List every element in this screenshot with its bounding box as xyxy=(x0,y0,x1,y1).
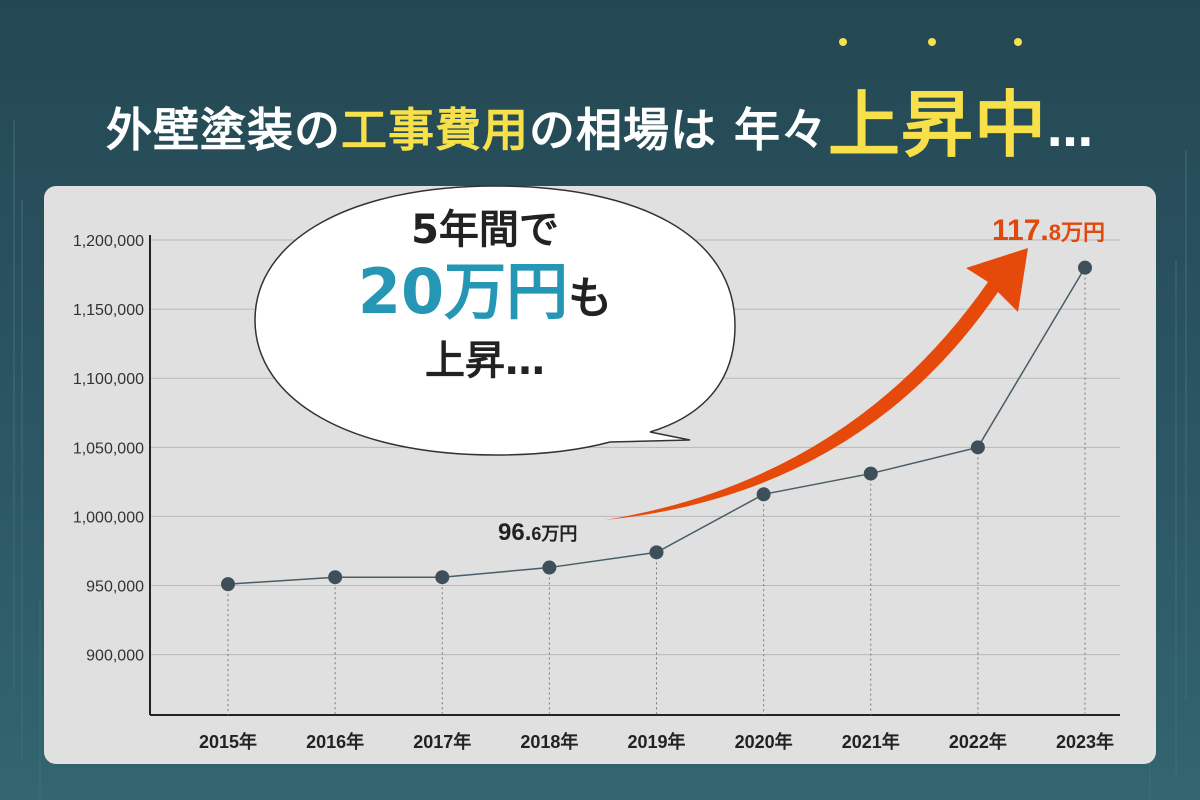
data-point xyxy=(649,545,664,560)
y-tick-label: 900,000 xyxy=(86,648,144,665)
bubble-line2: 20万円も xyxy=(290,254,680,337)
title-highlight: 工事費用 xyxy=(340,103,529,157)
data-point xyxy=(435,570,450,585)
annotation-start-small: 6万円 xyxy=(531,524,577,544)
data-point xyxy=(1078,260,1092,275)
data-point xyxy=(542,560,557,575)
x-tick-label: 2018年 xyxy=(520,731,578,752)
x-tick-label: 2015年 xyxy=(199,731,257,752)
x-tick-label: 2021年 xyxy=(842,731,900,752)
bubble-line1: 5年間で xyxy=(411,207,559,253)
annotation-end-big: 117. xyxy=(992,214,1049,247)
y-tick-label: 1,150,000 xyxy=(73,302,144,319)
y-tick-label: 950,000 xyxy=(86,579,144,596)
data-point xyxy=(221,577,235,592)
y-tick-label: 1,200,000 xyxy=(73,233,144,250)
page-title: 外壁塗装の工事費用の相場は 年々上昇中… xyxy=(0,66,1200,171)
data-point xyxy=(863,466,878,481)
title-part1: 外壁塗装の xyxy=(105,103,341,157)
annotation-end-small: 8万円 xyxy=(1049,220,1105,245)
bubble-suffix: も xyxy=(568,273,613,324)
title-big: 上昇中 xyxy=(828,83,1048,167)
emphasis-dot xyxy=(839,38,847,46)
annotation-start: 96.6万円 xyxy=(498,519,577,546)
x-tick-label: 2019年 xyxy=(627,731,685,752)
data-point xyxy=(756,487,771,502)
y-tick-label: 1,050,000 xyxy=(73,440,144,457)
growth-arrow xyxy=(605,248,1028,520)
bubble-line3: 上昇… xyxy=(425,338,545,384)
x-tick-label: 2023年 xyxy=(1056,731,1114,752)
emphasis-dot xyxy=(928,38,936,46)
emphasis-dot xyxy=(1014,38,1022,46)
y-tick-label: 1,100,000 xyxy=(73,371,144,388)
y-tick-label: 1,000,000 xyxy=(73,509,144,526)
x-tick-label: 2017年 xyxy=(413,731,471,752)
x-tick-label: 2020年 xyxy=(735,731,793,752)
title-part2: の相場は 年々 xyxy=(528,103,828,157)
data-point xyxy=(328,570,343,585)
title-dots: … xyxy=(1047,103,1095,157)
data-point xyxy=(970,440,985,455)
annotation-start-big: 96. xyxy=(498,519,531,546)
x-tick-label: 2022年 xyxy=(949,731,1007,752)
speech-bubble xyxy=(254,185,736,456)
bubble-amount: 20万円 xyxy=(357,255,569,328)
annotation-end: 117.8万円 xyxy=(992,214,1105,247)
speech-bubble-text: 5年間で 20万円も 上昇… xyxy=(290,206,680,385)
x-tick-label: 2016年 xyxy=(306,731,364,752)
